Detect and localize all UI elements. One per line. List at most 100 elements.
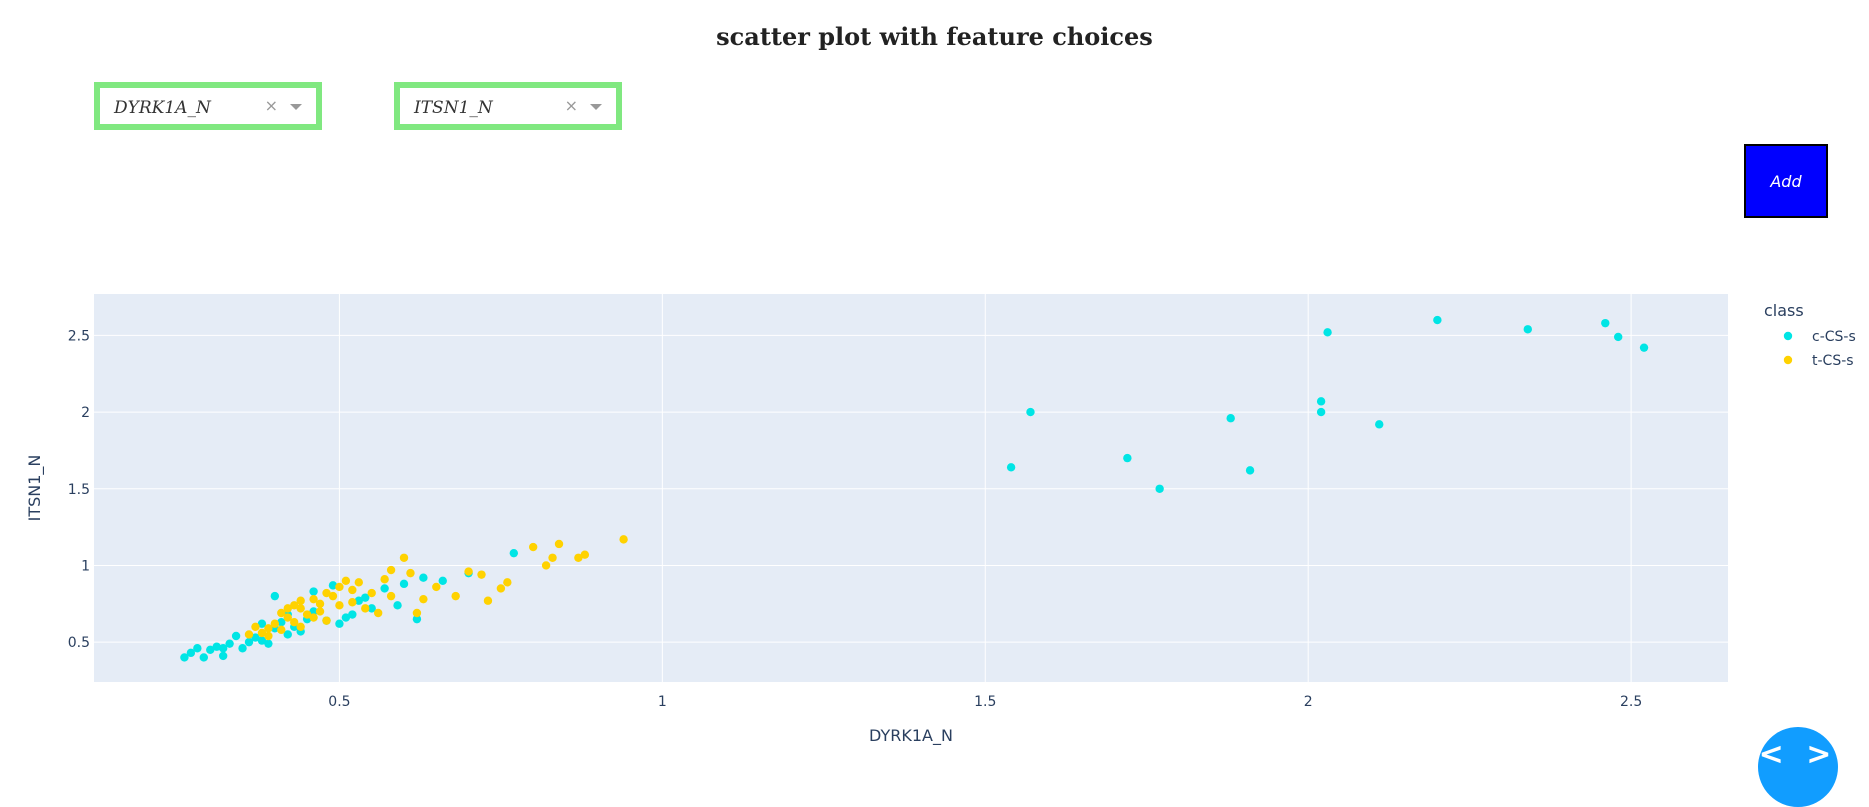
data-point-t-CS-s bbox=[348, 585, 357, 595]
data-point-c-CS-s bbox=[1323, 328, 1332, 337]
data-point-t-CS-s bbox=[554, 539, 564, 549]
data-point-c-CS-s bbox=[270, 591, 280, 601]
data-point-c-CS-s bbox=[335, 619, 344, 628]
data-point-t-CS-s bbox=[541, 561, 551, 570]
code-icon: < > bbox=[1758, 737, 1838, 772]
legend-label-t-CS-s: t-CS-s bbox=[1812, 353, 1854, 369]
data-point-t-CS-s bbox=[380, 575, 389, 584]
x-feature-chevron-down-icon[interactable] bbox=[290, 104, 302, 110]
data-point-t-CS-s bbox=[257, 628, 267, 638]
y-tick-label: 1.5 bbox=[68, 482, 90, 498]
data-point-c-CS-s bbox=[257, 636, 267, 645]
data-point-t-CS-s bbox=[309, 594, 318, 604]
data-point-c-CS-s bbox=[309, 587, 318, 596]
data-point-t-CS-s bbox=[270, 619, 280, 628]
data-point-c-CS-s bbox=[277, 617, 286, 627]
data-point-t-CS-s bbox=[251, 622, 260, 631]
data-point-t-CS-s bbox=[464, 567, 473, 576]
data-point-t-CS-s bbox=[432, 582, 441, 592]
data-point-c-CS-s bbox=[361, 593, 370, 602]
data-point-c-CS-s bbox=[1026, 407, 1035, 417]
data-point-t-CS-s bbox=[354, 578, 363, 587]
data-point-t-CS-s bbox=[296, 604, 305, 613]
x-tick-label: 0.5 bbox=[328, 694, 350, 710]
add-button[interactable]: Add bbox=[1744, 144, 1828, 218]
x-axis-ticks: 0.5 1 1.5 2 2.5 bbox=[328, 694, 1642, 710]
data-point-t-CS-s bbox=[296, 596, 305, 605]
data-point-t-CS-s bbox=[322, 616, 331, 625]
data-point-t-CS-s bbox=[483, 596, 493, 605]
data-point-c-CS-s bbox=[1601, 318, 1610, 328]
data-point-c-CS-s bbox=[1226, 414, 1235, 423]
data-point-c-CS-s bbox=[354, 596, 363, 605]
data-point-t-CS-s bbox=[283, 613, 292, 622]
data-point-t-CS-s bbox=[574, 553, 583, 562]
data-point-c-CS-s bbox=[180, 653, 189, 662]
x-feature-dropdown[interactable]: DYRK1A_N × bbox=[94, 82, 322, 130]
data-point-c-CS-s bbox=[218, 644, 228, 653]
data-point-c-CS-s bbox=[218, 651, 228, 661]
y-feature-dropdown[interactable]: ITSN1_N × bbox=[394, 82, 622, 130]
grid-lines bbox=[94, 294, 1728, 682]
legend-marker-t-CS-s bbox=[1783, 355, 1793, 365]
data-point-c-CS-s bbox=[1639, 343, 1649, 352]
page-title: scatter plot with feature choices bbox=[716, 22, 1153, 51]
data-point-c-CS-s bbox=[348, 610, 357, 619]
data-point-t-CS-s bbox=[619, 535, 628, 544]
plot-area bbox=[94, 294, 1728, 682]
data-point-t-CS-s bbox=[335, 582, 344, 592]
data-point-c-CS-s bbox=[393, 601, 402, 610]
y-axis-ticks: 0.5 1 1.5 2 2.5 bbox=[68, 328, 90, 651]
data-point-c-CS-s bbox=[264, 639, 273, 648]
data-point-c-CS-s bbox=[509, 548, 519, 558]
data-point-t-CS-s bbox=[290, 617, 299, 627]
data-point-c-CS-s bbox=[238, 644, 247, 653]
data-point-t-CS-s bbox=[386, 565, 396, 575]
data-point-c-CS-s bbox=[244, 637, 254, 647]
data-point-t-CS-s bbox=[548, 553, 557, 562]
data-point-c-CS-s bbox=[1123, 453, 1132, 463]
x-tick-label: 1 bbox=[658, 694, 667, 710]
x-tick-label: 1.5 bbox=[974, 694, 996, 710]
data-point-t-CS-s bbox=[309, 613, 318, 622]
data-point-t-CS-s bbox=[348, 598, 357, 607]
data-point-t-CS-s bbox=[367, 588, 376, 598]
data-point-t-CS-s bbox=[412, 608, 422, 618]
y-tick-label: 2.5 bbox=[68, 328, 90, 344]
y-feature-clear-icon[interactable]: × bbox=[564, 96, 578, 115]
data-point-t-CS-s bbox=[290, 601, 299, 610]
data-point-c-CS-s bbox=[257, 619, 267, 628]
data-point-c-CS-s bbox=[1245, 466, 1255, 475]
data-point-t-CS-s bbox=[302, 610, 312, 619]
data-point-t-CS-s bbox=[264, 631, 273, 641]
x-tick-label: 2.5 bbox=[1620, 694, 1642, 710]
data-point-t-CS-s bbox=[264, 624, 273, 633]
data-point-c-CS-s bbox=[199, 653, 208, 662]
code-toggle-button[interactable]: < > bbox=[1758, 727, 1838, 807]
data-point-t-CS-s bbox=[315, 607, 325, 616]
data-point-c-CS-s bbox=[193, 644, 202, 653]
data-point-c-CS-s bbox=[231, 631, 241, 641]
y-tick-label: 0.5 bbox=[68, 635, 90, 651]
data-point-c-CS-s bbox=[309, 607, 318, 616]
y-feature-chevron-down-icon[interactable] bbox=[590, 104, 602, 110]
data-point-t-CS-s bbox=[503, 578, 512, 587]
data-point-c-CS-s bbox=[412, 614, 422, 624]
x-axis-title: DYRK1A_N bbox=[869, 726, 953, 746]
data-point-c-CS-s bbox=[251, 633, 260, 642]
data-point-c-CS-s bbox=[380, 584, 389, 593]
legend-marker-c-CS-s bbox=[1783, 331, 1793, 341]
x-feature-clear-icon[interactable]: × bbox=[264, 96, 278, 115]
data-point-t-CS-s bbox=[277, 625, 286, 635]
data-point-t-CS-s bbox=[580, 550, 590, 559]
data-point-c-CS-s bbox=[186, 648, 196, 658]
data-point-t-CS-s bbox=[277, 608, 286, 618]
data-point-c-CS-s bbox=[283, 630, 292, 639]
data-point-c-CS-s bbox=[367, 604, 376, 613]
data-point-c-CS-s bbox=[1316, 407, 1326, 417]
data-point-c-CS-s bbox=[341, 613, 351, 622]
data-point-t-CS-s bbox=[296, 622, 305, 631]
data-point-c-CS-s bbox=[225, 639, 234, 648]
data-point-t-CS-s bbox=[528, 542, 538, 552]
y-tick-label: 1 bbox=[81, 558, 90, 574]
